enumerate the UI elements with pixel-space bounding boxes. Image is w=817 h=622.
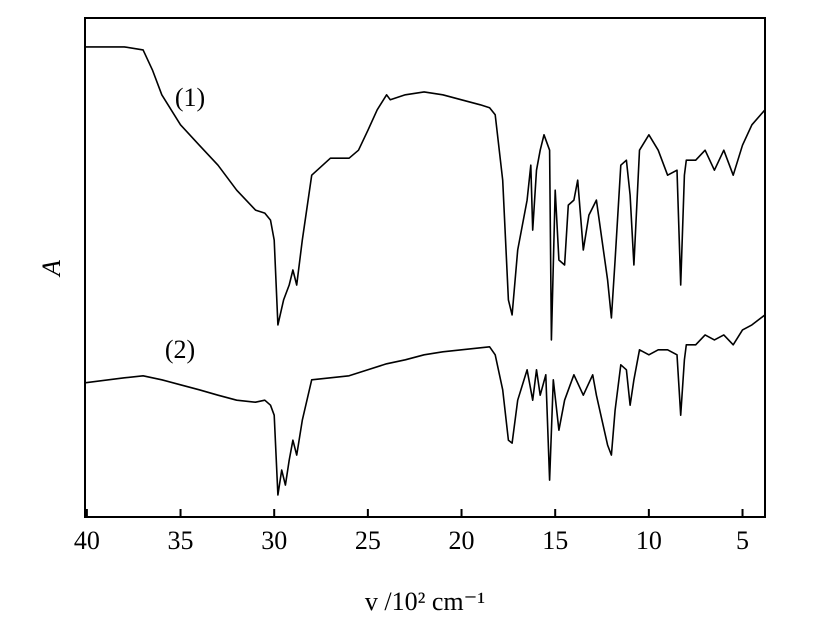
y-axis-title: A bbox=[37, 260, 66, 278]
x-tick-label: 25 bbox=[355, 526, 381, 555]
plot-frame bbox=[84, 17, 766, 518]
x-tick-label: 5 bbox=[736, 526, 749, 555]
series-label: (2) bbox=[165, 335, 195, 364]
spectrum-line bbox=[84, 314, 766, 496]
x-tick-label: 15 bbox=[542, 526, 568, 555]
x-tick-label: 35 bbox=[168, 526, 194, 555]
x-tick-label: 10 bbox=[636, 526, 662, 555]
x-tick-label: 20 bbox=[449, 526, 475, 555]
x-axis-title: v /10² cm⁻¹ bbox=[365, 587, 485, 616]
spectrum-line bbox=[85, 46, 766, 341]
x-tick-label: 40 bbox=[74, 526, 100, 555]
series-label: (1) bbox=[175, 83, 205, 112]
x-tick-label: 30 bbox=[261, 526, 287, 555]
